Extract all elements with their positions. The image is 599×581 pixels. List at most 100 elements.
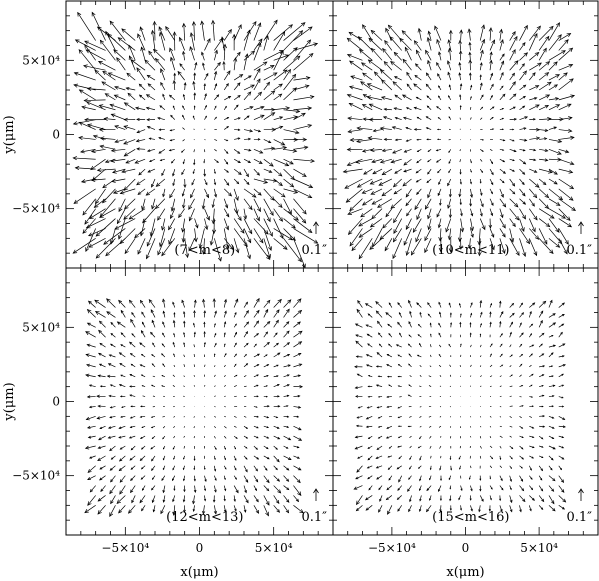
vector-arrow [548, 495, 555, 505]
vector-arrow [151, 495, 156, 504]
vector-arrow [128, 208, 146, 220]
vector-arrow [150, 309, 156, 318]
vector-arrow [459, 104, 462, 110]
vector-arrow [151, 465, 156, 472]
vector-arrow [146, 126, 156, 130]
vector-arrow [445, 218, 452, 233]
vector-arrow [86, 322, 96, 328]
vector-arrow [283, 405, 289, 408]
vector-arrow [293, 218, 313, 234]
vector-arrow [509, 128, 515, 131]
vector-arrow [224, 168, 229, 173]
vector-arrow [136, 129, 146, 134]
vector-arrow [439, 465, 442, 471]
vector-arrow [558, 331, 563, 338]
vector-arrow [223, 178, 230, 186]
vector-arrow [479, 425, 482, 428]
vector-arrow [293, 298, 302, 308]
vector-arrow [182, 495, 186, 503]
vector-arrow [403, 168, 412, 173]
vector-arrow [377, 425, 383, 428]
vector-arrow [538, 485, 544, 492]
vector-arrow [233, 24, 242, 41]
vector-arrow [427, 313, 432, 318]
vector-arrow [193, 228, 198, 243]
vector-arrow [243, 342, 249, 348]
vector-arrow [243, 148, 252, 152]
vector-arrow [204, 38, 211, 51]
vector-arrow [539, 425, 546, 428]
vector-arrow [558, 373, 564, 378]
vector-arrow [201, 51, 205, 61]
vector-arrow [117, 218, 126, 240]
vector-arrow [460, 485, 463, 492]
vector-arrow [509, 60, 519, 71]
vector-arrow [95, 238, 116, 259]
vector-arrow [499, 53, 505, 61]
vector-arrow [293, 39, 312, 61]
vector-arrow [273, 106, 291, 111]
vector-arrow [112, 168, 126, 174]
vector-arrow [439, 406, 442, 408]
vector-arrow [519, 70, 527, 81]
scale-arrow-label: 0.1″ [301, 243, 327, 258]
vector-arrow [161, 238, 176, 257]
vector-arrow [436, 128, 441, 131]
vector-arrow [480, 149, 484, 152]
vector-arrow [470, 95, 472, 100]
vector-arrow [136, 147, 146, 151]
vector-arrow [489, 94, 493, 101]
vector-arrow [480, 139, 485, 141]
vector-arrow [367, 343, 373, 348]
vector-arrow [509, 188, 516, 195]
vector-arrow [383, 107, 392, 111]
vector-arrow [183, 342, 186, 348]
vector-arrow [243, 445, 248, 449]
vector-arrow [519, 198, 527, 205]
vector-arrow [283, 435, 292, 441]
vector-arrow [479, 198, 484, 208]
vector-arrow [124, 238, 136, 255]
vector-arrow [283, 109, 301, 114]
vector-arrow [356, 465, 363, 473]
vector-arrow [253, 61, 268, 71]
vector-arrow [479, 455, 482, 459]
vector-arrow [223, 352, 227, 358]
vector-arrow [489, 159, 494, 165]
vector-arrow [283, 178, 295, 188]
vector-arrow [243, 91, 252, 101]
vector-arrow [139, 218, 146, 237]
vector-arrow [367, 313, 373, 318]
vector-arrow [415, 96, 422, 101]
vector-arrow [538, 238, 554, 255]
vector-arrow [458, 495, 461, 501]
vector-arrow [499, 168, 506, 174]
vector-arrow [449, 485, 452, 490]
vector-arrow [408, 384, 412, 387]
vector-arrow [397, 435, 402, 439]
vector-arrow [375, 384, 383, 387]
vector-arrow [499, 208, 504, 219]
vector-arrow [233, 374, 238, 378]
vector-arrow [519, 63, 525, 71]
vector-arrow [410, 238, 422, 256]
vector-arrow [118, 352, 126, 358]
vector-arrow [346, 158, 363, 166]
vector-arrow [172, 301, 176, 308]
vector-arrow [72, 156, 96, 161]
vector-arrow [183, 445, 186, 449]
vector-arrow [558, 47, 574, 61]
vector-arrow [173, 364, 176, 368]
vector-arrow [283, 465, 290, 471]
vector-arrow [120, 344, 126, 348]
vector-arrow [392, 178, 402, 188]
vector-arrow [233, 445, 237, 450]
vector-arrow [424, 228, 432, 242]
vector-arrow [558, 364, 566, 368]
vector-arrow [528, 218, 536, 233]
vector-arrow [489, 39, 496, 51]
vector-arrow [429, 495, 432, 501]
vector-arrow [283, 354, 291, 358]
vector-arrow [392, 149, 402, 154]
vector-arrow [383, 60, 393, 71]
